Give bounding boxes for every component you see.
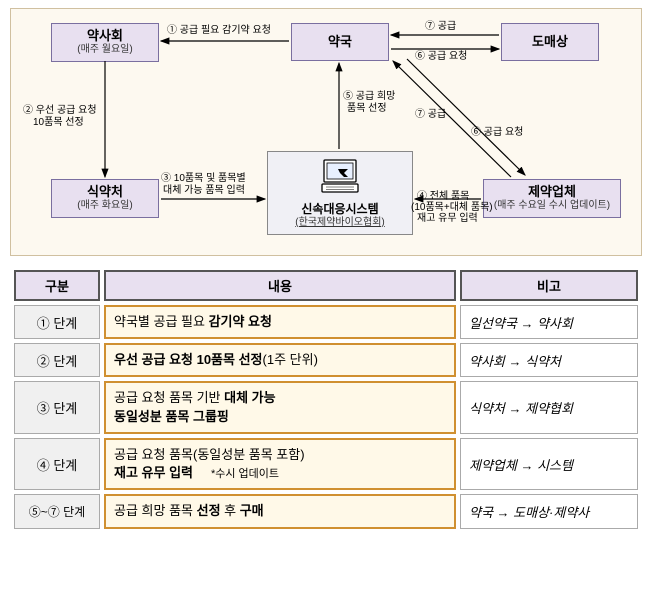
cell-stage: ③ 단계 <box>14 381 100 433</box>
text: (1주 단위) <box>263 352 318 367</box>
node-sub: (매주 수요일 수시 업데이트) <box>486 200 618 213</box>
text: 공급 희망 품목 <box>114 503 197 518</box>
edge-label-1: ① 공급 필요 감기약 요청 <box>167 25 271 37</box>
edge-label-7b: ⑦ 공급 <box>415 109 446 121</box>
edge-label-2a: ② 우선 공급 요청 <box>23 105 97 117</box>
edge-label-4c: 재고 유무 입력 <box>417 213 478 225</box>
edge-label-6a: ⑥ 공급 요청 <box>415 51 467 63</box>
node-mfds: 식약처 (매주 화요일) <box>51 179 159 218</box>
table-header-row: 구분 내용 비고 <box>14 270 638 301</box>
table-row: ③ 단계 공급 요청 품목 기반 대체 가능 동일성분 품목 그룹핑 식약처 →… <box>14 381 638 433</box>
cell-content: 우선 공급 요청 10품목 선정(1주 단위) <box>104 343 456 377</box>
node-title: 식약처 <box>54 184 156 200</box>
text: 후 <box>221 503 240 518</box>
node-title: 도매상 <box>504 34 596 50</box>
text: 약국별 공급 필요 <box>114 314 209 329</box>
node-title: 약국 <box>294 34 386 50</box>
text-bold: 선정 <box>197 503 221 518</box>
node-pharmacy: 약국 <box>291 23 389 61</box>
node-wholesale: 도매상 <box>501 23 599 61</box>
computer-icon <box>318 158 362 202</box>
node-sub: (한국제약바이오협회) <box>270 217 410 230</box>
header-stage: 구분 <box>14 270 100 301</box>
table-row: ⑤~⑦ 단계 공급 희망 품목 선정 후 구매 약국 → 도매상·제약사 <box>14 494 638 528</box>
edge-label-2b: 10품목 선정 <box>33 117 84 129</box>
cell-stage: ④ 단계 <box>14 438 100 491</box>
node-title: 제약업체 <box>486 184 618 200</box>
text: 공급 요청 품목 기반 <box>114 390 224 405</box>
cell-remark: 약사회 → 식약처 <box>460 343 638 377</box>
node-manufacturer: 제약업체 (매주 수요일 수시 업데이트) <box>483 179 621 218</box>
cell-remark: 일선약국 → 약사회 <box>460 305 638 339</box>
header-content: 내용 <box>104 270 456 301</box>
cell-stage: ① 단계 <box>14 305 100 339</box>
text-bold: 우선 공급 요청 10품목 선정 <box>114 352 263 367</box>
table-row: ② 단계 우선 공급 요청 10품목 선정(1주 단위) 약사회 → 식약처 <box>14 343 638 377</box>
cell-content: 약국별 공급 필요 감기약 요청 <box>104 305 456 339</box>
text-note: *수시 업데이트 <box>211 468 279 480</box>
text-bold: 구매 <box>240 503 264 518</box>
text-bold: 대체 가능 <box>224 390 275 405</box>
cell-remark: 식약처 → 제약협회 <box>460 381 638 433</box>
cell-content: 공급 요청 품목 기반 대체 가능 동일성분 품목 그룹핑 <box>104 381 456 433</box>
node-title: 신속대응시스템 <box>270 202 410 217</box>
cell-stage: ② 단계 <box>14 343 100 377</box>
text-bold: 동일성분 품목 그룹핑 <box>114 409 229 424</box>
text: 공급 요청 품목(동일성분 품목 포함) <box>114 447 305 462</box>
table-row: ④ 단계 공급 요청 품목(동일성분 품목 포함) 재고 유무 입력 *수시 업데… <box>14 438 638 491</box>
cell-stage: ⑤~⑦ 단계 <box>14 494 100 528</box>
node-system: 신속대응시스템 (한국제약바이오협회) <box>267 151 413 235</box>
flowchart-panel: 약사회 (매주 월요일) 약국 도매상 식약처 (매주 화요일) 신속대응시스템… <box>10 8 642 256</box>
edge-label-3b: 대체 가능 품목 입력 <box>163 185 245 197</box>
edge-label-3a: ③ 10품목 및 품목별 <box>161 173 246 185</box>
edge-label-7a: ⑦ 공급 <box>425 21 456 33</box>
text-bold: 재고 유무 입력 <box>114 464 193 482</box>
header-remark: 비고 <box>460 270 638 301</box>
cell-content: 공급 요청 품목(동일성분 품목 포함) 재고 유무 입력 *수시 업데이트 <box>104 438 456 491</box>
node-sub: (매주 화요일) <box>54 200 156 213</box>
table-row: ① 단계 약국별 공급 필요 감기약 요청 일선약국 → 약사회 <box>14 305 638 339</box>
edge-label-6b: ⑥ 공급 요청 <box>471 127 523 139</box>
node-title: 약사회 <box>54 28 156 44</box>
cell-remark: 약국 → 도매상·제약사 <box>460 494 638 528</box>
cell-remark: 제약업체 → 시스템 <box>460 438 638 491</box>
steps-table: 구분 내용 비고 ① 단계 약국별 공급 필요 감기약 요청 일선약국 → 약사… <box>10 266 642 533</box>
edge-label-5a: ⑤ 공급 희망 <box>343 91 395 103</box>
node-sub: (매주 월요일) <box>54 44 156 57</box>
text-bold: 감기약 요청 <box>209 314 272 329</box>
node-pharma-assoc: 약사회 (매주 월요일) <box>51 23 159 62</box>
cell-content: 공급 희망 품목 선정 후 구매 <box>104 494 456 528</box>
edge-label-5b: 품목 선정 <box>347 103 387 115</box>
